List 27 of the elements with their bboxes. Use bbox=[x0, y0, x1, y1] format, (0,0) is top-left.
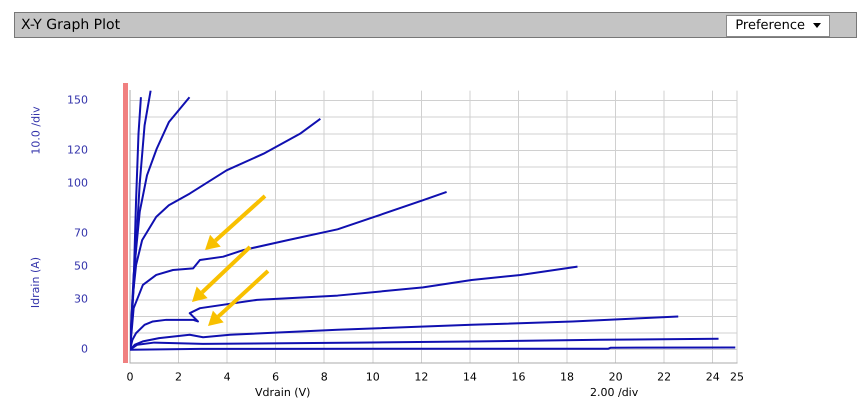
text: Preference bbox=[726, 15, 830, 37]
x-tick-label: 8 bbox=[320, 370, 328, 384]
x-tick-label: 14 bbox=[462, 370, 477, 384]
y-tick-label: 30 bbox=[74, 292, 88, 306]
x-tick-label: 6 bbox=[272, 370, 280, 384]
x-tick-label: 25 bbox=[730, 370, 744, 384]
y-tick-label: 50 bbox=[74, 260, 88, 273]
chart-title: X-Y Graph Plot bbox=[21, 17, 120, 33]
y-tick-label: 100 bbox=[67, 176, 88, 190]
y-tick-label: 120 bbox=[67, 143, 88, 156]
x-tick-label: 12 bbox=[414, 370, 428, 384]
x-tick-label: 4 bbox=[224, 370, 231, 384]
x-tick-label: 16 bbox=[511, 370, 526, 384]
x-tick-label: 18 bbox=[560, 370, 574, 384]
x-tick-label: 20 bbox=[608, 370, 623, 384]
y-tick-label: 0 bbox=[81, 342, 88, 356]
x-tick-label: 24 bbox=[706, 370, 720, 384]
y-tick-label: 70 bbox=[74, 226, 88, 240]
x-tick-label: 10 bbox=[366, 370, 380, 384]
text: 2.00 /div bbox=[590, 386, 638, 399]
x-axis-title: Vdrain (V) bbox=[255, 386, 310, 399]
text: 10.0 /div bbox=[30, 106, 43, 155]
x-tick-label: 2 bbox=[175, 370, 182, 384]
y-axis-title: Idrain (A) bbox=[29, 256, 42, 308]
x-tick-label: 22 bbox=[657, 370, 672, 384]
x-tick-label: 0 bbox=[126, 370, 134, 384]
y-tick-label: 150 bbox=[67, 93, 88, 106]
